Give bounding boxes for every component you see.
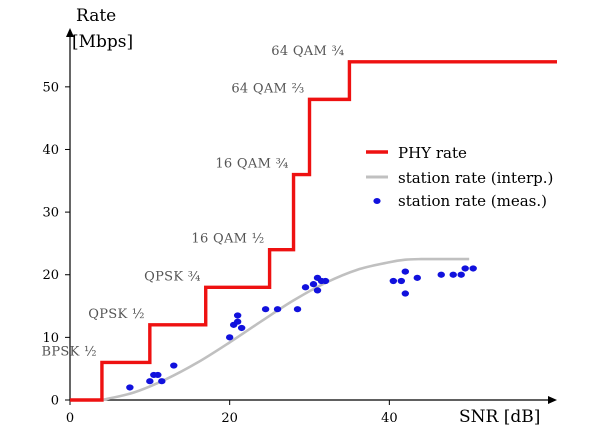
- data-point-station-rate-meas: [469, 265, 477, 272]
- data-point-station-rate-meas: [457, 271, 465, 278]
- annotation-label: BPSK ½: [41, 344, 96, 359]
- annotation-label: 16 QAM ½: [191, 232, 264, 247]
- data-point-station-rate-meas: [146, 378, 154, 385]
- axis-ticks: 0 10 20 30 40 50 0 20 40: [42, 80, 397, 426]
- y-axis-title-line1: Rate: [76, 6, 116, 26]
- annotation-label: QPSK ¾: [144, 269, 201, 284]
- data-point-station-rate-meas: [313, 287, 322, 294]
- x-axis-arrowhead: [548, 396, 557, 404]
- data-point-station-rate-meas: [321, 277, 330, 285]
- data-point-station-rate-meas: [170, 362, 178, 369]
- data-point-station-rate-meas: [154, 371, 162, 379]
- data-point-station-rate-meas: [126, 384, 134, 391]
- y-tick-label: 30: [42, 206, 59, 221]
- data-point-station-rate-meas: [237, 324, 246, 332]
- y-tick-label: 50: [42, 80, 59, 95]
- data-point-station-rate-meas: [293, 306, 302, 313]
- data-point-station-rate-meas: [233, 318, 242, 325]
- data-point-station-rate-meas: [449, 271, 457, 278]
- y-tick-label: 40: [42, 143, 59, 158]
- y-axis-title-line2: [Mbps]: [72, 32, 133, 52]
- legend-label-interp: station rate (interp.): [398, 169, 553, 187]
- legend-label-meas: station rate (meas.): [398, 192, 547, 210]
- data-point-station-rate-meas: [309, 281, 318, 288]
- plot-area: [70, 60, 557, 402]
- data-point-station-rate-meas: [413, 274, 421, 281]
- annotation-label: 64 QAM ¾: [271, 44, 344, 59]
- legend-swatch-meas: [373, 198, 381, 204]
- data-point-station-rate-meas: [261, 306, 270, 313]
- data-point-station-rate-meas: [158, 378, 166, 385]
- legend-label-phy-rate: PHY rate: [398, 144, 467, 162]
- data-point-station-rate-meas: [233, 312, 242, 319]
- data-point-station-rate-meas: [273, 306, 282, 313]
- y-tick-label: 10: [42, 331, 59, 346]
- legend: PHY rate station rate (interp.) station …: [366, 144, 553, 210]
- data-point-station-rate-meas: [437, 271, 445, 278]
- data-point-station-rate-meas: [225, 334, 234, 341]
- y-tick-label: 20: [42, 268, 59, 283]
- y-tick-label: 0: [51, 394, 59, 409]
- x-tick-label: 0: [66, 411, 74, 426]
- data-point-station-rate-meas: [397, 277, 406, 285]
- x-tick-label: 40: [381, 411, 398, 426]
- data-point-station-rate-meas: [301, 284, 310, 291]
- x-tick-label: 20: [221, 411, 238, 426]
- data-point-station-rate-meas: [389, 277, 398, 285]
- annotation-label: 16 QAM ¾: [215, 157, 288, 172]
- data-point-station-rate-meas: [461, 265, 469, 272]
- y-axis-arrowhead: [66, 28, 74, 37]
- annotation-label: QPSK ½: [88, 307, 145, 322]
- annotation-label: 64 QAM ⅔: [231, 81, 304, 96]
- series-line-phy-rate: [70, 60, 557, 402]
- data-point-station-rate-meas: [401, 290, 410, 297]
- modulation-annotations: BPSK ½ QPSK ½ QPSK ¾ 16 QAM ½ 16 QAM ¾ 64 QAM…: [41, 44, 344, 360]
- data-point-station-rate-meas: [401, 268, 410, 275]
- x-axis-title: SNR [dB]: [459, 407, 540, 427]
